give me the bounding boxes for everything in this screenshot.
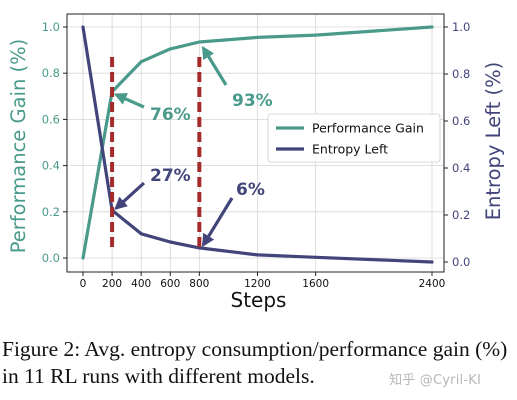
y-right-tick-label: 0.0: [452, 255, 470, 269]
y-left-tick-label: 0.2: [42, 205, 60, 219]
legend-label: Performance Gain: [312, 121, 424, 136]
figure-caption: Figure 2: Avg. entropy consumption/perfo…: [2, 337, 508, 388]
chart: 0 200 400 600 800 1200 1600 2400 0.0 0.2 0.4 0.6 0.8…: [7, 13, 505, 312]
annotation-label: 27%: [150, 166, 191, 186]
x-tick-label: 400: [131, 278, 151, 290]
x-axis-label: Steps: [231, 288, 287, 312]
series-line-entropy-left: [81, 25, 434, 264]
x-tick-label: 1200: [244, 278, 271, 290]
annotation-label: 6%: [236, 180, 265, 200]
y-left-axis-label: Performance Gain (%): [7, 39, 30, 254]
legend-label: Entropy Left: [312, 142, 388, 157]
x-tick-label: 800: [189, 278, 209, 290]
y-right-tick-label: 0.6: [452, 114, 470, 128]
y-left-tick-label: 0.4: [42, 159, 60, 173]
y-left-tick-label: 1.0: [42, 20, 60, 34]
annotation-arrow: [201, 197, 234, 248]
y-left-tick-label: 0.8: [42, 66, 60, 80]
x-tick-label: 1600: [302, 278, 329, 290]
y-right-tick-label: 0.8: [452, 67, 470, 81]
annotation-arrow: [201, 45, 228, 86]
annotation-arrow: [113, 92, 145, 109]
plot-frame: [66, 13, 445, 273]
annotation-label: 93%: [232, 91, 273, 111]
annotation-arrow: [114, 181, 146, 211]
x-tick-label: 200: [102, 278, 122, 290]
legend-box: [267, 113, 441, 163]
y-left-tick-label: 0.0: [42, 251, 60, 265]
y-right-tick-label: 1.0: [452, 20, 470, 34]
y-right-axis-label: Entropy Left (%): [482, 62, 505, 221]
annotation-label: 76%: [150, 105, 191, 125]
series-line-performance-gain: [81, 25, 434, 260]
y-right-tick-label: 0.4: [452, 161, 470, 175]
x-tick-label: 600: [160, 278, 180, 290]
watermark: 知乎 @Cyril-KI: [389, 373, 481, 388]
x-tick-label: 2400: [419, 278, 446, 290]
x-tick-label: 0: [80, 278, 87, 290]
y-left-tick-label: 0.6: [42, 112, 60, 126]
y-right-tick-label: 0.2: [452, 208, 470, 222]
